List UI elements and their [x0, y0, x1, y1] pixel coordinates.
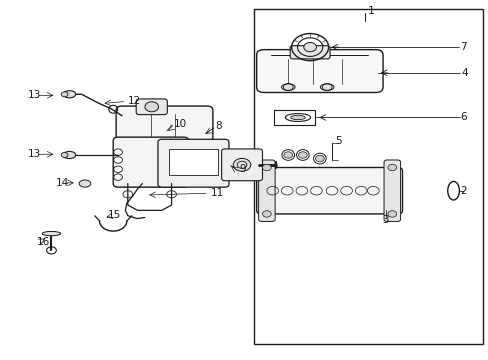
Circle shape	[387, 211, 396, 217]
Text: 16: 16	[36, 237, 50, 247]
Ellipse shape	[320, 84, 333, 90]
Ellipse shape	[79, 180, 91, 187]
Circle shape	[303, 42, 316, 52]
FancyBboxPatch shape	[113, 137, 188, 187]
Circle shape	[233, 158, 250, 171]
Text: 8: 8	[215, 121, 222, 131]
Circle shape	[61, 92, 68, 97]
Text: 4: 4	[461, 68, 467, 78]
Circle shape	[387, 164, 396, 171]
Circle shape	[262, 164, 271, 171]
FancyBboxPatch shape	[383, 160, 400, 221]
FancyBboxPatch shape	[289, 46, 329, 59]
FancyBboxPatch shape	[158, 139, 228, 187]
FancyBboxPatch shape	[136, 99, 167, 114]
Bar	[169, 149, 217, 175]
Circle shape	[144, 102, 158, 112]
Text: 5: 5	[334, 136, 341, 146]
FancyBboxPatch shape	[116, 106, 212, 149]
Circle shape	[298, 152, 306, 158]
Text: 6: 6	[460, 112, 466, 122]
Bar	[254, 9, 482, 344]
Text: 9: 9	[239, 164, 246, 174]
Circle shape	[61, 153, 68, 157]
Text: 15: 15	[107, 210, 121, 220]
Text: 2: 2	[460, 186, 466, 196]
FancyBboxPatch shape	[256, 167, 402, 214]
Circle shape	[284, 152, 292, 158]
Text: 13: 13	[28, 90, 41, 100]
Text: 12: 12	[127, 96, 141, 106]
FancyBboxPatch shape	[258, 160, 275, 221]
Ellipse shape	[290, 115, 305, 120]
Circle shape	[315, 156, 324, 162]
Ellipse shape	[63, 152, 76, 158]
Text: 1: 1	[366, 6, 374, 16]
Ellipse shape	[42, 231, 61, 236]
Text: 13: 13	[28, 149, 41, 159]
Text: 7: 7	[460, 42, 466, 52]
Text: 3: 3	[382, 215, 388, 225]
Ellipse shape	[63, 91, 76, 98]
Circle shape	[262, 211, 271, 217]
Ellipse shape	[281, 84, 294, 90]
Text: 11: 11	[210, 188, 223, 198]
FancyBboxPatch shape	[256, 50, 382, 93]
FancyBboxPatch shape	[221, 149, 262, 181]
Text: 14: 14	[56, 178, 69, 188]
Text: 10: 10	[174, 118, 187, 129]
Bar	[273, 111, 314, 125]
